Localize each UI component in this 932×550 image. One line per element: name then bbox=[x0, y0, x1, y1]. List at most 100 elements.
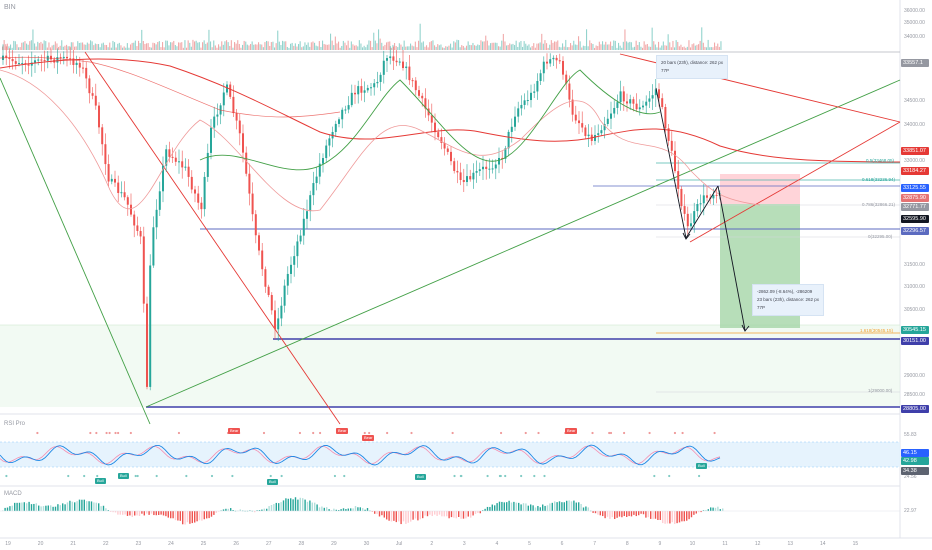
volume-bar bbox=[504, 41, 506, 50]
volume-bar bbox=[187, 40, 189, 50]
candle-body bbox=[565, 74, 568, 84]
candle-body bbox=[437, 132, 440, 138]
volume-bar bbox=[512, 43, 514, 50]
volume-bar bbox=[70, 42, 72, 50]
measure-box-bottom[interactable]: -2862.09 (-8.64%), -286209 23 bars (23h)… bbox=[752, 284, 825, 316]
candle-body bbox=[683, 206, 686, 214]
volume-bar bbox=[226, 40, 228, 50]
macd-bar bbox=[309, 500, 311, 511]
macd-bar bbox=[201, 511, 203, 521]
macd-bar bbox=[11, 505, 13, 511]
candle-body bbox=[645, 101, 648, 106]
candle-body bbox=[133, 214, 136, 226]
candle-body bbox=[258, 235, 260, 251]
volume-bar bbox=[126, 43, 128, 50]
rsi-dot bbox=[312, 431, 315, 435]
volume-bar bbox=[160, 47, 162, 50]
macd-bar bbox=[652, 511, 654, 520]
price-axis-label: 28500.00 bbox=[904, 392, 925, 398]
volume-bar bbox=[606, 44, 608, 50]
volume-bar bbox=[170, 42, 172, 50]
candle-body bbox=[549, 59, 552, 64]
volume-bar bbox=[581, 47, 583, 50]
macd-bar bbox=[21, 502, 23, 511]
macd-bar bbox=[383, 511, 385, 518]
volume-bar bbox=[358, 40, 360, 50]
candle-body bbox=[27, 64, 30, 66]
rsi-dot bbox=[298, 431, 302, 435]
volume-bar bbox=[648, 46, 650, 50]
volume-bar bbox=[294, 43, 296, 50]
volume-bar bbox=[352, 44, 354, 50]
candle-body bbox=[674, 150, 676, 172]
rsi-dot bbox=[524, 431, 527, 435]
candle-body bbox=[178, 161, 180, 163]
volume-bar bbox=[141, 29, 143, 50]
candle-body bbox=[50, 55, 52, 60]
measure-box-top[interactable]: 20 bars (23h), distance: 262 px 77P bbox=[656, 55, 729, 79]
macd-bar bbox=[587, 507, 589, 511]
macd-bar bbox=[424, 511, 426, 516]
candle-body bbox=[107, 164, 110, 182]
volume-bar bbox=[594, 47, 596, 50]
macd-histogram bbox=[2, 497, 724, 525]
symbol-label[interactable]: BIN bbox=[4, 4, 16, 11]
macd-pane-label[interactable]: MACD bbox=[4, 491, 22, 497]
candle-body bbox=[296, 241, 299, 257]
macd-bar bbox=[719, 509, 721, 511]
volume-bar bbox=[182, 47, 184, 50]
rsi-dot bbox=[318, 431, 322, 435]
rsi-pane-label[interactable]: RSI Pro bbox=[4, 421, 26, 427]
macd-bar bbox=[218, 511, 220, 512]
macd-bar bbox=[525, 503, 527, 511]
volume-bar bbox=[672, 40, 674, 50]
candle-body bbox=[136, 225, 139, 231]
rsi-dot bbox=[114, 431, 117, 435]
candle-body bbox=[693, 211, 696, 224]
macd-bar bbox=[287, 498, 289, 511]
candle-body bbox=[699, 203, 702, 205]
macd-bar bbox=[347, 508, 349, 511]
volume-bar bbox=[474, 45, 476, 50]
volume-bar bbox=[189, 42, 191, 50]
rsi-dot bbox=[89, 431, 92, 435]
volume-bar bbox=[112, 40, 114, 50]
macd-bar bbox=[470, 511, 472, 518]
volume-bar bbox=[26, 43, 28, 50]
volume-bar bbox=[552, 42, 554, 50]
volume-bar bbox=[94, 43, 96, 50]
volume-bar bbox=[339, 47, 341, 50]
macd-bar bbox=[640, 511, 642, 514]
macd-bar bbox=[81, 499, 83, 511]
time-axis-label: 8 bbox=[625, 541, 629, 547]
volume-bar bbox=[398, 43, 400, 50]
time-axis-label: 19 bbox=[5, 541, 11, 547]
macd-bar bbox=[129, 511, 131, 516]
volume-bar bbox=[155, 44, 157, 50]
volume-bar bbox=[179, 42, 181, 50]
macd-bar bbox=[2, 510, 4, 511]
macd-bar bbox=[381, 511, 383, 516]
candle-body bbox=[402, 61, 404, 69]
macd-bar bbox=[52, 506, 54, 511]
volume-bar bbox=[482, 41, 484, 50]
candle-body bbox=[123, 192, 126, 198]
candle-body bbox=[216, 114, 219, 117]
macd-bar bbox=[429, 511, 431, 515]
volume-bar bbox=[286, 46, 288, 50]
volume-bar bbox=[102, 42, 104, 50]
volume-bar bbox=[307, 42, 309, 50]
price-badge: 33851.07 bbox=[901, 147, 929, 155]
volume-bar bbox=[346, 45, 348, 50]
macd-bar bbox=[158, 511, 160, 515]
candle-body bbox=[418, 90, 420, 96]
volume-bar bbox=[614, 40, 616, 50]
volume-bar bbox=[322, 40, 324, 50]
price-axis-label: 31500.00 bbox=[904, 262, 925, 268]
macd-bar bbox=[105, 508, 107, 511]
macd-bar bbox=[182, 511, 184, 525]
volume-bar bbox=[304, 42, 306, 50]
volume-bar bbox=[282, 40, 284, 50]
